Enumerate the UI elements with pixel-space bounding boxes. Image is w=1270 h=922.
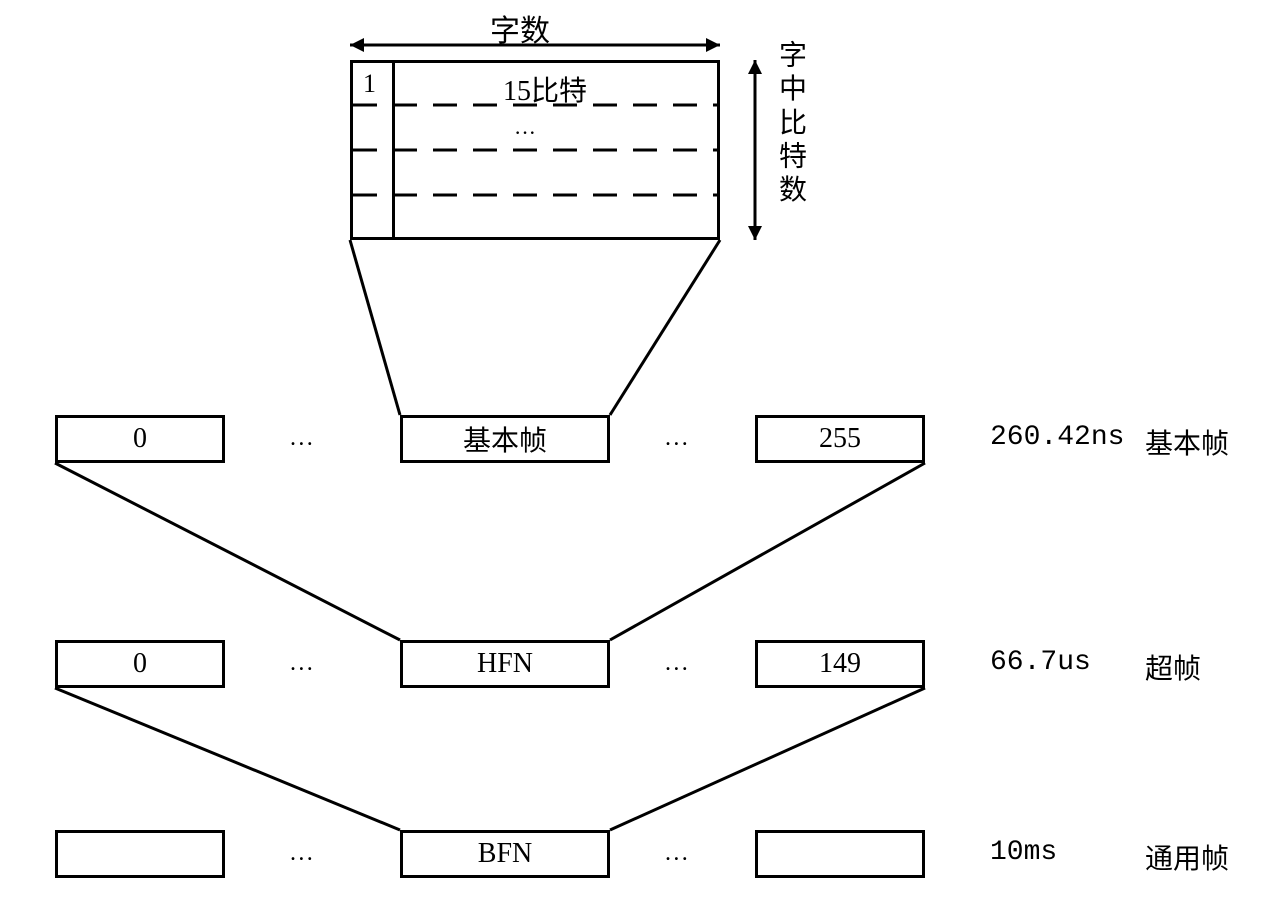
tier1-center-label: 基本帧 <box>463 419 547 459</box>
tier1-right-label: 255 <box>819 423 861 455</box>
tier1-dots-right: ... <box>665 425 690 452</box>
tier1-left-label: 0 <box>133 423 147 455</box>
tier2-dots-left: ... <box>290 650 315 677</box>
tier2-timing-unit: 超帧 <box>1145 647 1201 687</box>
tier2-left-box: 0 <box>55 640 225 688</box>
tier1-left-box: 0 <box>55 415 225 463</box>
bits-per-word-label: 字中比特数 <box>770 40 810 208</box>
tier3-timing-value: 10ms <box>990 837 1057 868</box>
tier1-timing-unit: 基本帧 <box>1145 422 1229 462</box>
tier1-right-box: 255 <box>755 415 925 463</box>
tier1-timing-value: 260.42ns <box>990 422 1124 453</box>
tier3-left-box <box>55 830 225 878</box>
tier1-dots-left: ... <box>290 425 315 452</box>
tier3-center-label: BFN <box>478 838 532 870</box>
bit-col-1: 1 <box>363 69 376 99</box>
tier2-left-label: 0 <box>133 648 147 680</box>
tier1-center-box: 基本帧 <box>400 415 610 463</box>
tier3-dots-right: ... <box>665 840 690 867</box>
tier2-right-label: 149 <box>819 648 861 680</box>
tier2-timing-value: 66.7us <box>990 647 1091 678</box>
bits-15-label: 15比特 <box>503 69 587 109</box>
tier2-center-label: HFN <box>477 648 533 680</box>
tier3-dots-left: ... <box>290 840 315 867</box>
tier2-dots-right: ... <box>665 650 690 677</box>
tier2-center-box: HFN <box>400 640 610 688</box>
word-box: 1 15比特 <box>350 60 720 240</box>
tier2-right-box: 149 <box>755 640 925 688</box>
tier3-right-box <box>755 830 925 878</box>
word-count-label: 字数 <box>490 6 550 50</box>
tier3-timing-unit: 通用帧 <box>1145 837 1229 877</box>
tier3-center-box: BFN <box>400 830 610 878</box>
